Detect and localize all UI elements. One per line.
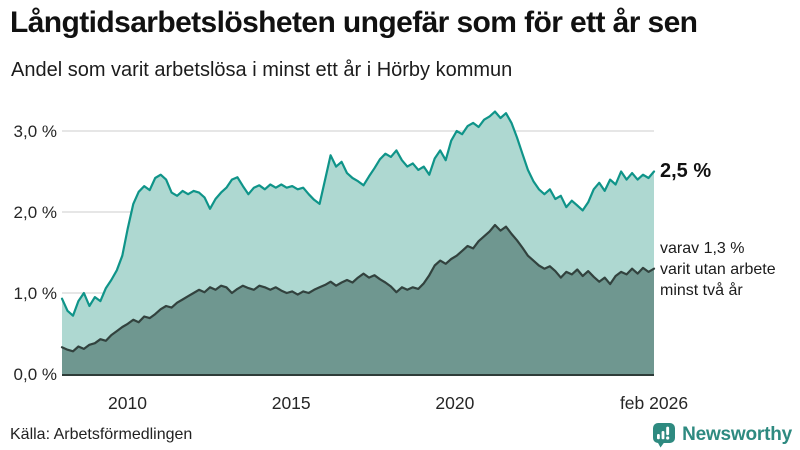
line-minst-ett-ar <box>60 110 656 317</box>
y-tick-label: 2,0 % <box>14 203 57 222</box>
chart-title: Långtidsarbetslösheten ungefär som för e… <box>10 6 698 39</box>
x-tick-label: 2015 <box>272 393 311 413</box>
newsworthy-brand-link[interactable]: Newsworthy <box>652 422 792 448</box>
chart-subtitle: Andel som varit arbetslösa i minst ett å… <box>11 59 513 81</box>
line-minst-tva-ar <box>60 223 656 353</box>
x-tick-label: feb 2026 <box>620 393 688 413</box>
series2-end-label: varav 1,3 % varit utan arbete minst två … <box>660 240 776 299</box>
newsworthy-wordmark: Newsworthy <box>682 424 792 445</box>
series1-end-label: 2,5 % <box>660 160 712 182</box>
source-note: Källa: Arbetsförmedlingen <box>10 426 193 443</box>
x-tick-label: 2010 <box>108 393 147 413</box>
y-tick-label: 0,0 % <box>14 365 57 384</box>
newsworthy-logo-icon <box>652 422 676 448</box>
y-tick-label: 3,0 % <box>14 122 57 141</box>
y-tick-label: 1,0 % <box>14 284 57 303</box>
area-minst-tva-ar <box>62 225 654 374</box>
x-tick-label: 2020 <box>435 393 474 413</box>
